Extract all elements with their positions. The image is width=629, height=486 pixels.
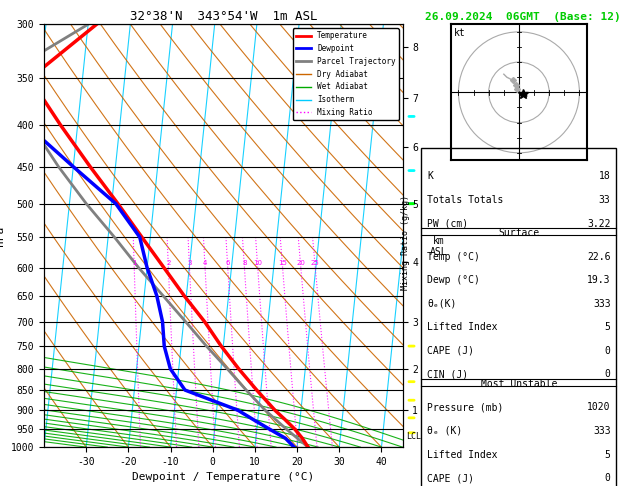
- Text: Pressure (mb): Pressure (mb): [427, 402, 504, 413]
- Text: Lifted Index: Lifted Index: [427, 322, 498, 332]
- Text: kt: kt: [454, 28, 465, 38]
- Text: θₑ(K): θₑ(K): [427, 299, 457, 309]
- Text: Lifted Index: Lifted Index: [427, 450, 498, 460]
- Text: θₑ (K): θₑ (K): [427, 426, 462, 436]
- Text: 4: 4: [203, 260, 207, 266]
- Title: 32°38'N  343°54'W  1m ASL: 32°38'N 343°54'W 1m ASL: [130, 10, 317, 23]
- Text: PW (cm): PW (cm): [427, 219, 469, 228]
- Text: CAPE (J): CAPE (J): [427, 473, 474, 483]
- Text: CIN (J): CIN (J): [427, 369, 469, 380]
- Y-axis label: km
ASL: km ASL: [430, 236, 448, 257]
- Text: 8: 8: [242, 260, 247, 266]
- Text: 0: 0: [604, 473, 611, 483]
- X-axis label: Dewpoint / Temperature (°C): Dewpoint / Temperature (°C): [132, 472, 314, 483]
- Text: Totals Totals: Totals Totals: [427, 195, 504, 205]
- Text: 10: 10: [253, 260, 262, 266]
- Text: 3: 3: [187, 260, 192, 266]
- Text: 0: 0: [604, 346, 611, 356]
- Text: 333: 333: [593, 299, 611, 309]
- Text: Mixing Ratio (g/kg): Mixing Ratio (g/kg): [401, 195, 410, 291]
- Text: 1020: 1020: [587, 402, 611, 413]
- Text: 22.6: 22.6: [587, 252, 611, 261]
- Text: 18: 18: [599, 172, 611, 181]
- Text: LCL: LCL: [406, 432, 421, 441]
- Text: 3.22: 3.22: [587, 219, 611, 228]
- Y-axis label: hPa: hPa: [0, 226, 5, 246]
- Text: K: K: [427, 172, 433, 181]
- Text: Dewp (°C): Dewp (°C): [427, 275, 480, 285]
- Text: 25: 25: [311, 260, 320, 266]
- Text: 6: 6: [226, 260, 230, 266]
- Text: 33: 33: [599, 195, 611, 205]
- Text: 5: 5: [604, 322, 611, 332]
- Text: 26.09.2024  06GMT  (Base: 12): 26.09.2024 06GMT (Base: 12): [425, 12, 620, 22]
- Text: CAPE (J): CAPE (J): [427, 346, 474, 356]
- Text: 5: 5: [604, 450, 611, 460]
- Text: 20: 20: [296, 260, 305, 266]
- Text: 0: 0: [604, 369, 611, 380]
- Text: 19.3: 19.3: [587, 275, 611, 285]
- Legend: Temperature, Dewpoint, Parcel Trajectory, Dry Adiabat, Wet Adiabat, Isotherm, Mi: Temperature, Dewpoint, Parcel Trajectory…: [292, 28, 399, 120]
- Text: Most Unstable: Most Unstable: [481, 379, 557, 389]
- Text: 15: 15: [278, 260, 287, 266]
- Text: 1: 1: [132, 260, 136, 266]
- Text: 2: 2: [166, 260, 170, 266]
- Text: Surface: Surface: [498, 228, 540, 238]
- Text: 333: 333: [593, 426, 611, 436]
- Text: Temp (°C): Temp (°C): [427, 252, 480, 261]
